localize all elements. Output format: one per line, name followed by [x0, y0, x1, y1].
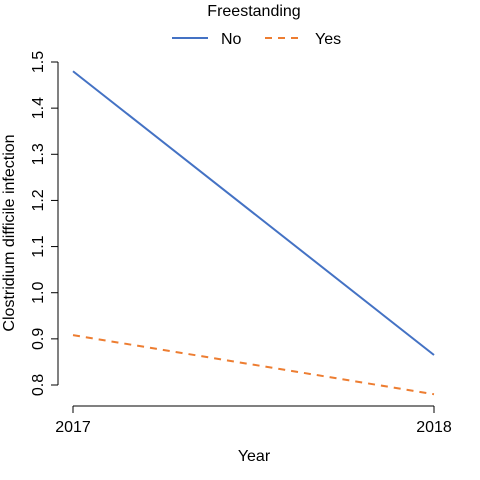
y-axis-label: Clostridium difficile infection — [1, 134, 18, 331]
series-line-no — [72, 70, 435, 356]
x-tick-label: 2017 — [55, 419, 91, 436]
series-line-yes — [72, 334, 435, 396]
legend-title: Freestanding — [207, 3, 300, 20]
y-tick-label: 1.4 — [30, 97, 47, 119]
x-axis: 2017 2018 — [55, 405, 452, 436]
legend-label-yes: Yes — [315, 31, 341, 48]
y-tick-label: 1.3 — [30, 143, 47, 165]
y-tick-label: 1.2 — [30, 189, 47, 211]
plot-series — [72, 70, 435, 396]
y-axis: 0.8 0.9 1.0 1.1 1.2 1.3 1.4 1.5 — [30, 51, 59, 396]
legend: Freestanding No Yes — [172, 3, 341, 48]
y-tick-label: 1.5 — [30, 51, 47, 73]
y-tick-label: 0.8 — [30, 374, 47, 396]
y-tick-label: 1.1 — [30, 235, 47, 257]
y-tick-label: 0.9 — [30, 328, 47, 350]
x-axis-label: Year — [238, 448, 271, 465]
x-tick-label: 2018 — [416, 419, 452, 436]
y-tick-label: 1.0 — [30, 281, 47, 303]
legend-label-no: No — [221, 31, 242, 48]
